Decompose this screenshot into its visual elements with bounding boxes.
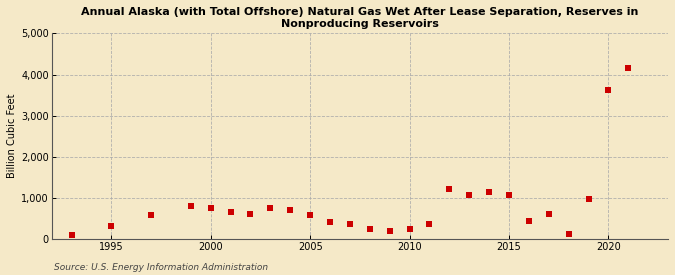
Point	[245, 211, 256, 216]
Point	[464, 193, 475, 197]
Point	[583, 197, 594, 202]
Title: Annual Alaska (with Total Offshore) Natural Gas Wet After Lease Separation, Rese: Annual Alaska (with Total Offshore) Natu…	[81, 7, 639, 29]
Point	[205, 205, 216, 210]
Point	[146, 213, 157, 218]
Point	[325, 220, 335, 225]
Point	[484, 190, 495, 195]
Point	[225, 210, 236, 214]
Point	[106, 224, 117, 228]
Point	[603, 88, 614, 92]
Point	[444, 186, 455, 191]
Point	[384, 229, 395, 233]
Point	[504, 193, 514, 197]
Point	[344, 221, 355, 226]
Text: Source: U.S. Energy Information Administration: Source: U.S. Energy Information Administ…	[54, 263, 268, 272]
Point	[524, 219, 535, 223]
Point	[265, 206, 276, 210]
Point	[285, 208, 296, 212]
Point	[424, 222, 435, 226]
Point	[66, 232, 77, 237]
Point	[186, 204, 196, 208]
Point	[623, 66, 634, 71]
Point	[304, 212, 315, 217]
Point	[543, 212, 554, 216]
Point	[364, 227, 375, 232]
Point	[404, 227, 415, 232]
Point	[563, 232, 574, 236]
Y-axis label: Billion Cubic Feet: Billion Cubic Feet	[7, 94, 17, 178]
